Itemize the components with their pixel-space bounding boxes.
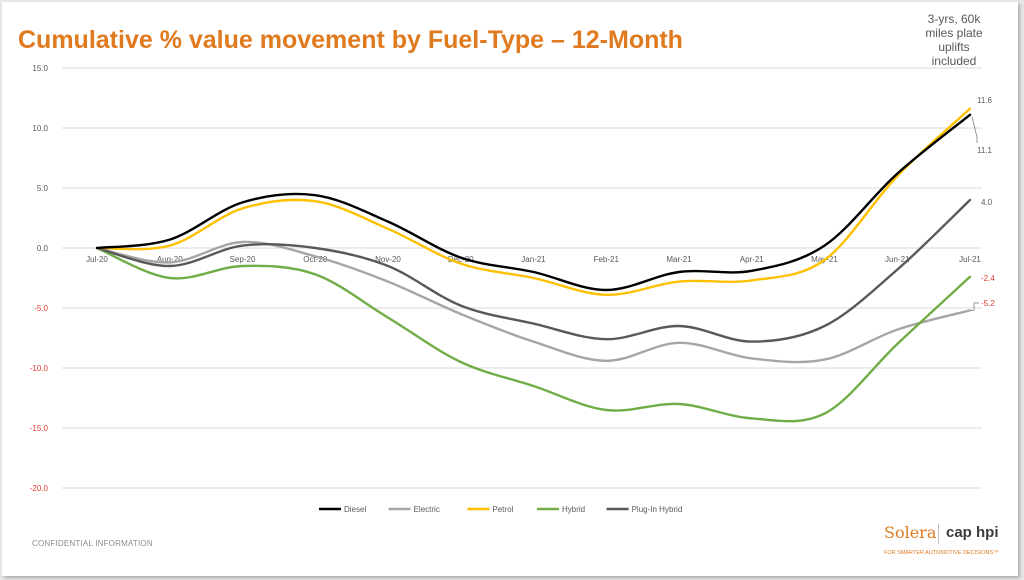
y-tick-label: -5.0 [34,304,48,313]
y-tick-label: 15.0 [32,64,48,73]
solera-logo-text: Solera [884,523,937,542]
logo-tagline: FOR SMARTER AUTOMOTIVE DECISIONS™ [884,550,999,556]
y-tick-label: 10.0 [32,124,48,133]
series-line-hybrid [95,246,972,423]
legend-label: Petrol [492,505,513,514]
x-tick-label: Feb-21 [594,255,620,264]
series-line-plug-in-hybrid [95,198,972,343]
y-tick-label: -10.0 [30,364,49,373]
x-tick-label: Jan-21 [521,255,546,264]
y-tick-label: 0.0 [37,244,49,253]
x-tick-label: Nov-20 [375,255,401,264]
data-label: 11.6 [977,96,993,105]
x-tick-label: Sep-20 [230,255,256,264]
y-tick-label: 5.0 [37,184,49,193]
data-label: 4.0 [981,198,993,207]
solera-cap-hpi-logo: Solera cap hpi FOR SMARTER AUTOMOTIVE DE… [882,521,1012,561]
x-tick-label: Jul-20 [86,255,108,264]
x-tick-label: Jul-21 [959,255,981,264]
series-line-electric [95,240,972,364]
x-tick-label: Apr-21 [740,255,765,264]
leader-line [971,302,979,311]
note-line: included [931,54,977,68]
plate-uplift-note: 3-yrs, 60k miles plate uplifts included [904,12,1004,68]
x-tick-label: Mar-21 [666,255,692,264]
x-tick-label: Oct-20 [303,255,328,264]
x-tick-label: Dec-20 [448,255,474,264]
data-label: -2.4 [981,274,995,283]
legend-label: Electric [414,505,440,514]
y-tick-label: -20.0 [30,484,49,493]
data-label: -5.2 [981,299,995,308]
logo-divider [938,524,939,544]
series-line-diesel [95,113,972,292]
leader-line [971,116,978,143]
confidential-footer: CONFIDENTIAL INFORMATION [32,539,153,548]
x-tick-label: Jun-21 [885,255,910,264]
legend-label: Plug-In Hybrid [632,505,683,514]
line-chart: 15.0 10.0 5.0 0.0 -5.0 -10.0 -15.0 -20.0 Jul-20 A… [30,64,996,514]
note-line: 3-yrs, 60k [927,12,981,26]
legend-label: Hybrid [562,505,585,514]
chart-title: Cumulative % value movement by Fuel-Type… [18,26,683,54]
x-tick-label: Aug-20 [157,255,183,264]
legend-label: Diesel [344,505,366,514]
note-line: miles plate [925,26,983,40]
y-tick-label: -15.0 [30,424,49,433]
note-line: uplifts [938,40,970,54]
data-label: 11.1 [977,146,993,155]
series-line-petrol [95,107,972,297]
cap-hpi-logo-text: cap hpi [946,524,999,541]
